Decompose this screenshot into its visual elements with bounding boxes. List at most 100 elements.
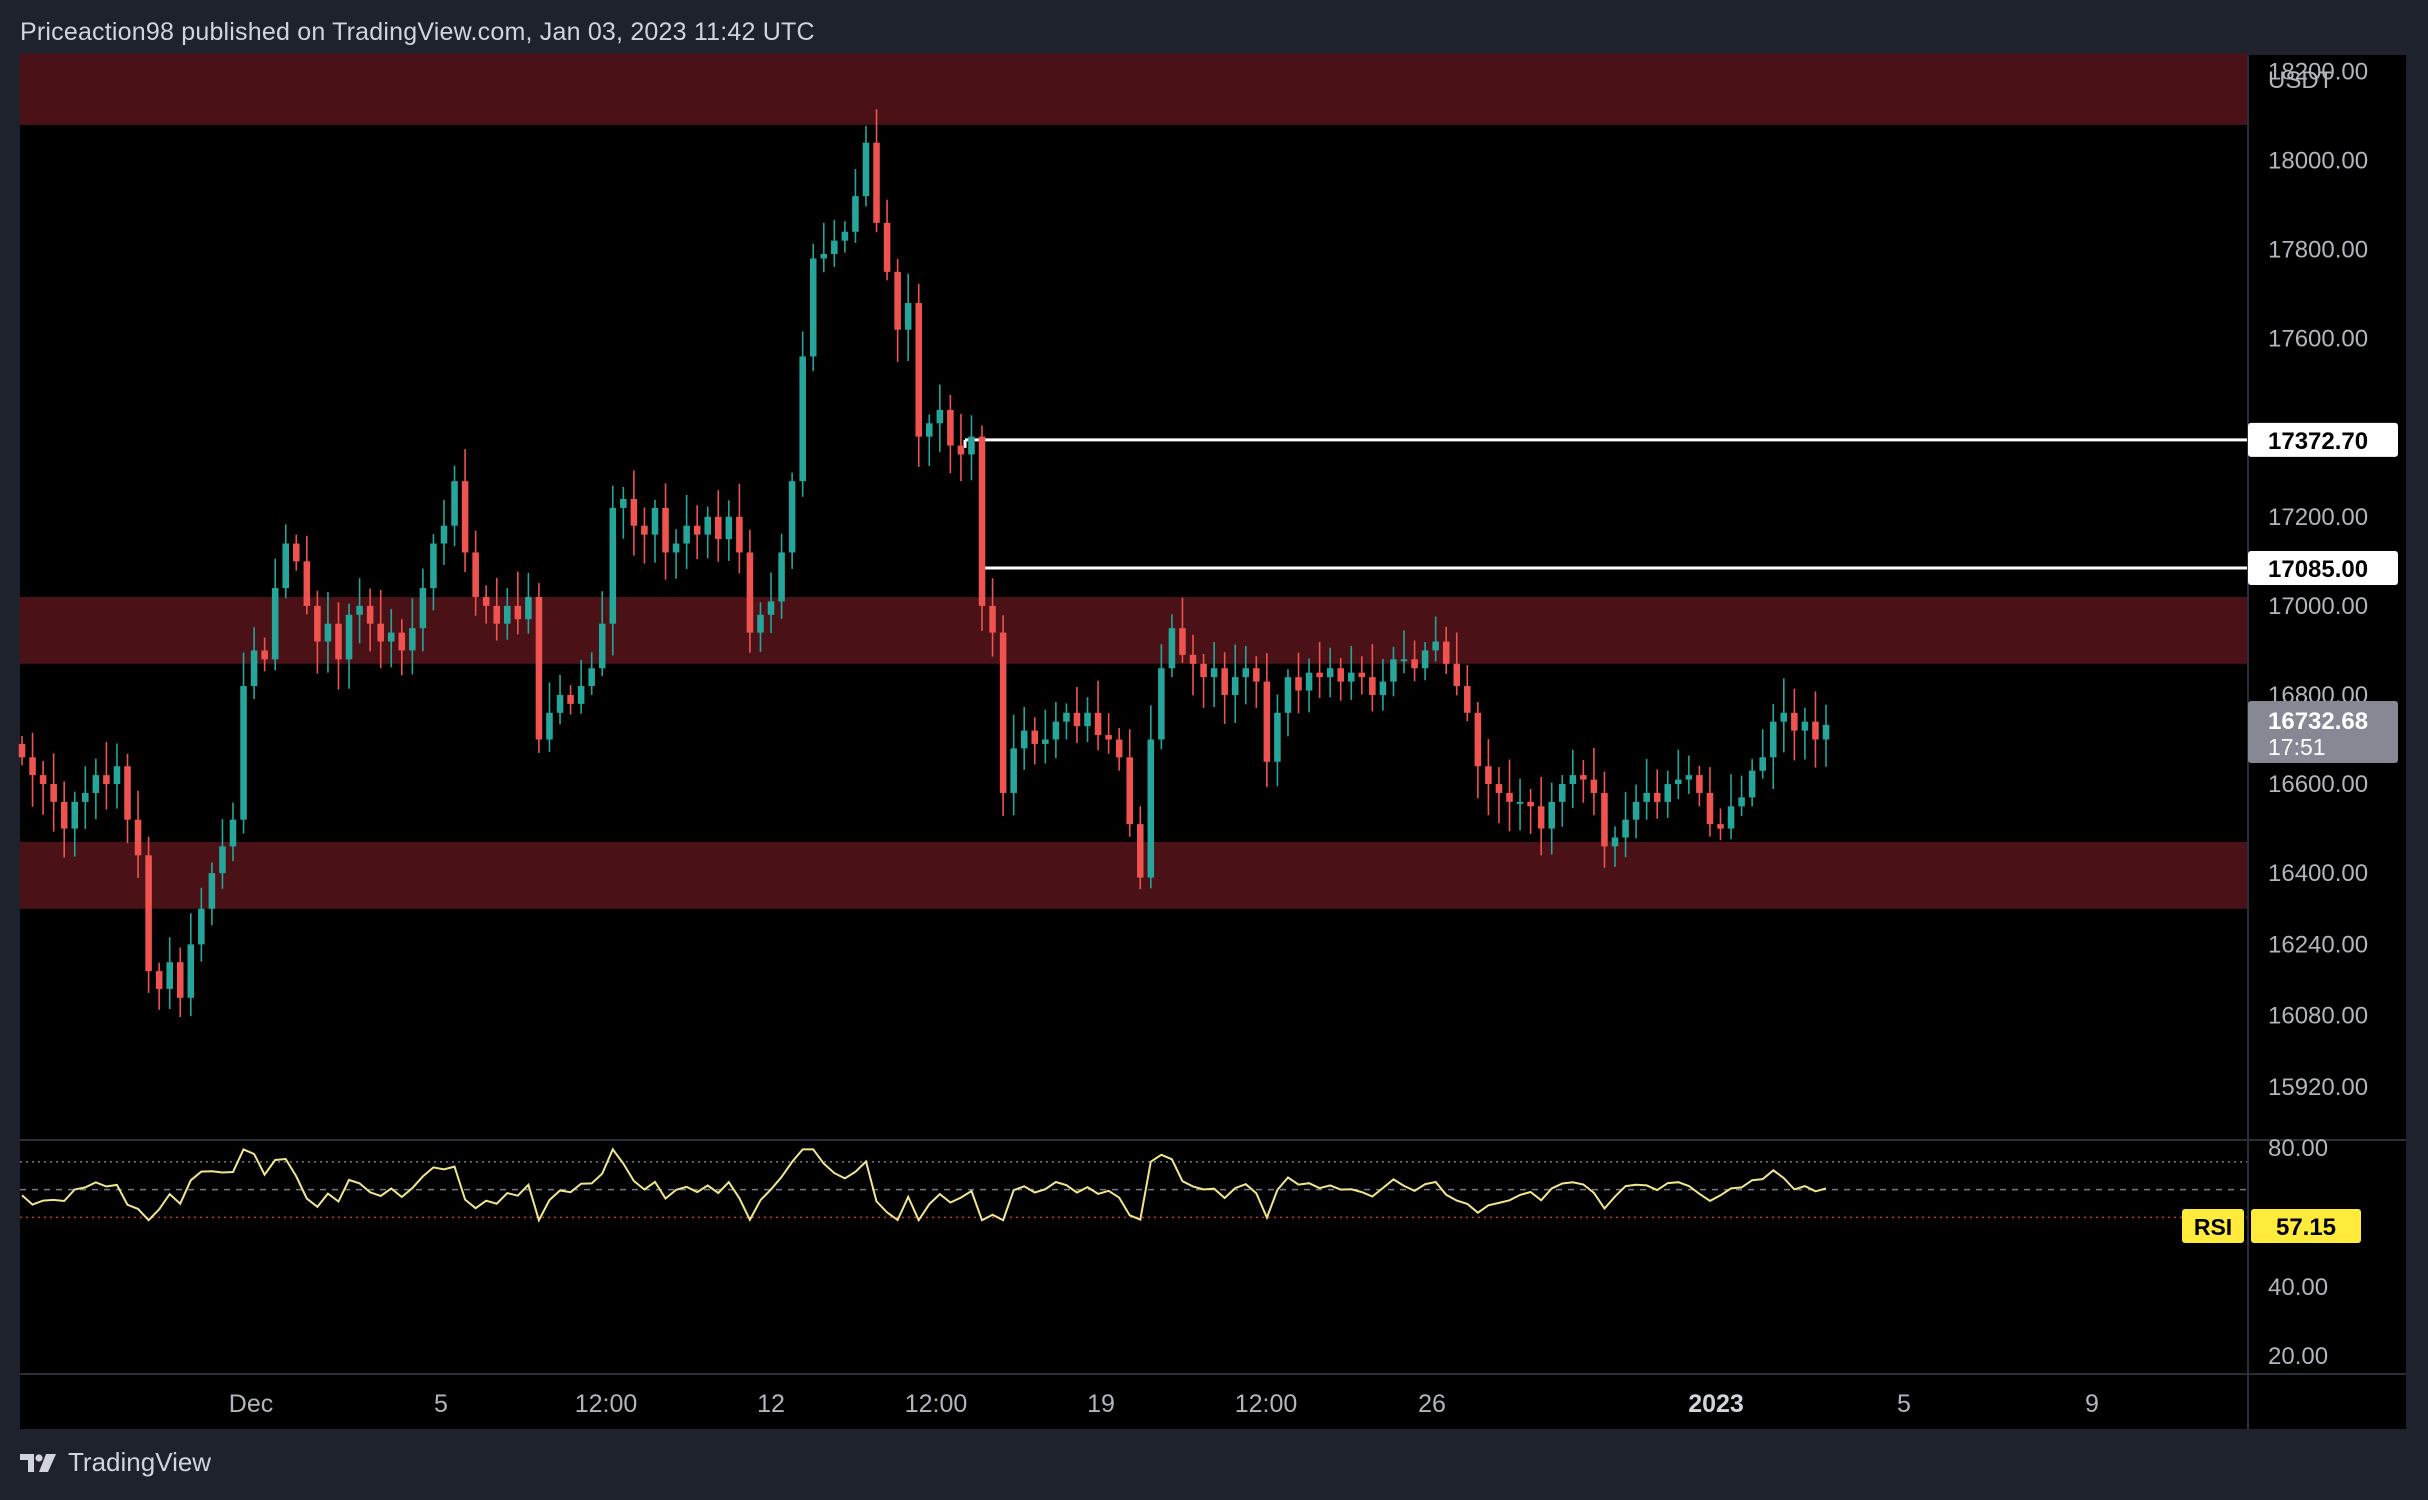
candle-body (1453, 663, 1461, 687)
candlestick-series (18, 109, 1830, 1017)
candle (1020, 706, 1028, 770)
candle (176, 947, 184, 1017)
candle-body (282, 543, 290, 589)
candle (18, 735, 26, 766)
time-axis: Dec 5 12:00 12 12:00 19 12:00 26 2023 5 9 (20, 1373, 2406, 1418)
candle (1010, 714, 1017, 816)
candle (841, 221, 849, 253)
candle-body (398, 632, 406, 651)
publish-info: Priceaction98 published on TradingView.c… (20, 18, 815, 47)
price-tick-label: 16600.00 (2268, 771, 2368, 798)
candle (1147, 705, 1155, 889)
candle-body (113, 766, 121, 785)
candle (1685, 755, 1693, 794)
candle (1738, 775, 1745, 817)
candle (493, 577, 501, 641)
candle (60, 781, 68, 858)
candle-body (1242, 668, 1250, 678)
candle-body (366, 605, 374, 624)
candle (1158, 644, 1165, 750)
currency-label: USDT (2268, 67, 2334, 94)
candle-body (134, 819, 142, 856)
candle (1126, 729, 1133, 837)
candle (1105, 713, 1112, 754)
candle-body (978, 436, 986, 606)
candle-body (883, 222, 891, 272)
candle (736, 483, 743, 574)
candle (398, 619, 406, 676)
candle-body (1432, 641, 1439, 651)
candle-body (1179, 628, 1186, 655)
candle (894, 258, 901, 362)
candle (567, 685, 574, 715)
candle-body (852, 196, 859, 232)
candle-body (957, 445, 965, 455)
candle-body (788, 481, 796, 553)
candle (1791, 688, 1798, 761)
candle (1780, 678, 1788, 753)
candle (904, 273, 912, 361)
candle (788, 472, 796, 569)
candle (978, 425, 986, 631)
candle (936, 384, 944, 452)
candle-body (250, 650, 258, 687)
candle (282, 524, 290, 599)
candle (577, 659, 585, 714)
candle-body (1084, 712, 1091, 727)
candle (852, 168, 859, 243)
candle-body (989, 605, 996, 633)
time-tick-label: Dec (229, 1390, 273, 1418)
brand-name[interactable]: TradingView (68, 1447, 212, 1477)
candle (1084, 697, 1091, 743)
candle (947, 394, 954, 474)
candle-body (799, 356, 806, 482)
candle (482, 585, 490, 624)
candle (1653, 769, 1661, 819)
candle (1558, 775, 1566, 827)
candle (1210, 641, 1218, 707)
resistance-zone (20, 596, 2248, 664)
candle-body (1105, 735, 1112, 740)
candle-body (1020, 730, 1028, 749)
candle-countdown-label: 17:51 (2268, 734, 2326, 760)
rsi-name-label: RSI (2194, 1214, 2232, 1240)
candle-body (1052, 721, 1060, 740)
candle-body (430, 543, 437, 589)
candle-body (1253, 668, 1260, 682)
time-tick-label: 12:00 (1235, 1390, 1298, 1418)
author-name[interactable]: Priceaction98 (20, 18, 175, 46)
candle (240, 652, 247, 834)
candle (419, 568, 427, 652)
candle (1263, 653, 1271, 788)
current-price-label: 16732.68 (2268, 708, 2368, 735)
candle-body (1548, 801, 1555, 829)
candle-body (1791, 712, 1798, 731)
tradingview-logo-icon[interactable] (20, 1452, 58, 1474)
candle (1548, 782, 1555, 855)
candle (1042, 709, 1049, 764)
candle-body (1390, 659, 1397, 682)
candle (630, 470, 638, 556)
candle-body (1411, 659, 1418, 669)
candle (451, 465, 458, 547)
candle-body (1696, 775, 1703, 793)
candle (1274, 694, 1281, 787)
candle (39, 760, 47, 815)
candle (1812, 691, 1819, 768)
candle-body (1347, 672, 1355, 682)
time-tick-label: 9 (2085, 1390, 2099, 1418)
candle (767, 572, 775, 634)
candle (1801, 707, 1809, 760)
candle (208, 862, 216, 926)
candle (1379, 658, 1387, 711)
candle (1400, 630, 1408, 674)
candle-body (1200, 663, 1207, 678)
candle (1474, 702, 1482, 799)
candle (50, 753, 57, 832)
candle (1632, 784, 1640, 839)
candle-body (219, 846, 226, 874)
candle-body (704, 516, 712, 535)
candle-body (577, 686, 585, 704)
candle (1094, 680, 1102, 751)
